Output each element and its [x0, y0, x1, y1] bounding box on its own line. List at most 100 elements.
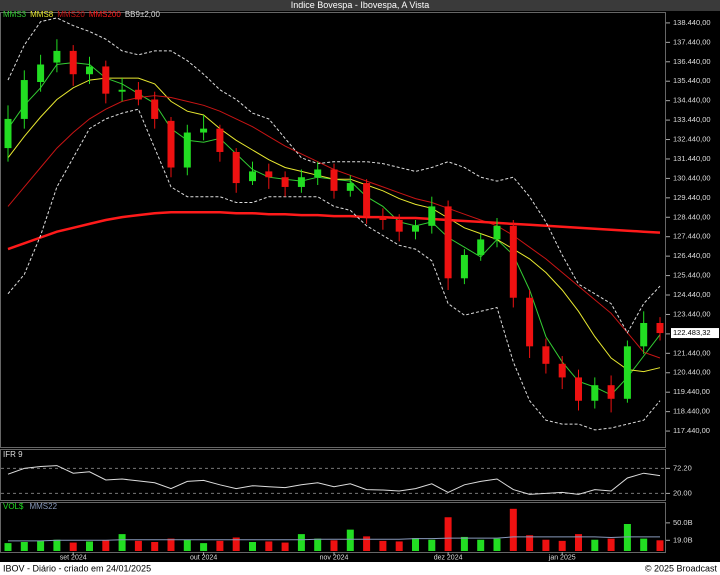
- volume-bar: [69, 542, 77, 551]
- volume-bar: [363, 536, 371, 551]
- footer-bar: [0, 562, 720, 575]
- y-tick-label: 137.440,00: [673, 37, 711, 46]
- ma-line: [7, 108, 661, 431]
- candle-body: [575, 377, 582, 401]
- volume-bar: [20, 542, 28, 551]
- volume-bar: [509, 508, 517, 551]
- candle-body: [134, 89, 142, 100]
- volume-bar: [477, 539, 485, 551]
- rsi-panel: [0, 449, 666, 501]
- y-tick-label: 129.440,00: [673, 193, 711, 202]
- y-tick-label: 128.440,00: [673, 212, 711, 221]
- candle-body: [265, 171, 273, 178]
- candle-body: [118, 89, 126, 92]
- volume-bar: [460, 536, 468, 551]
- candle-body: [395, 219, 403, 232]
- volume-bar: [118, 534, 126, 551]
- volume-bar: [428, 539, 436, 551]
- y-tick-label: 136.440,00: [673, 57, 711, 66]
- candle-body: [216, 128, 224, 152]
- chart-title: Indice Bovespa - Ibovespa, A Vista: [291, 0, 429, 10]
- legend-item: MMS200: [89, 10, 122, 19]
- background: [0, 0, 720, 562]
- volume-bar: [542, 539, 550, 551]
- last-price-tag: [671, 328, 719, 339]
- y-tick-label: 125.440,00: [673, 271, 711, 280]
- volume-bar: [183, 539, 191, 551]
- candle-body: [314, 169, 322, 178]
- y-tick-label: 138.440,00: [673, 18, 711, 27]
- volume-bar: [281, 542, 289, 551]
- volume-bar: [346, 529, 354, 551]
- volume-panel: [0, 502, 666, 553]
- candle-body: [493, 225, 501, 240]
- volume-bar: [526, 535, 534, 551]
- candle-body: [330, 169, 338, 191]
- y-tick-label: 120.440,00: [673, 368, 711, 377]
- footer-right: © 2025 Broadcast: [645, 563, 718, 573]
- candle-body: [102, 66, 110, 94]
- y-tick-label: 126.440,00: [673, 251, 711, 260]
- volume-bar: [575, 534, 582, 551]
- candle-body: [86, 66, 93, 75]
- candle-body: [346, 183, 354, 191]
- candle-body: [363, 183, 371, 217]
- legend-item: MMS3: [3, 10, 27, 19]
- ma-line: [7, 210, 661, 251]
- volume-bar: [297, 534, 305, 551]
- candle-body: [607, 385, 615, 399]
- volume-bar: [591, 539, 599, 551]
- volume-bar: [444, 517, 452, 551]
- volume-bar: [102, 540, 110, 551]
- y-tick-label: 134.440,00: [673, 96, 711, 105]
- volume-bar: [314, 538, 322, 551]
- candle-body: [200, 128, 208, 133]
- candle-body: [542, 346, 550, 364]
- last-price-label: 122.483,32: [673, 328, 711, 337]
- candle-body: [640, 323, 648, 347]
- candle-body: [558, 363, 566, 378]
- volume-bar: [607, 538, 615, 551]
- volume-bar: [640, 538, 648, 551]
- candle-body: [477, 239, 485, 255]
- candle-body: [53, 50, 61, 63]
- x-tick-label: set 2024: [60, 554, 87, 561]
- footer-left: IBOV - Diário - criado em 24/01/2025: [3, 563, 151, 573]
- x-tick-label: dez 2024: [434, 554, 463, 561]
- volume-bar: [4, 543, 12, 551]
- candle-body: [656, 323, 664, 334]
- volume-bar: [265, 541, 273, 551]
- candle-body: [379, 216, 387, 220]
- volume-bar: [200, 543, 208, 551]
- volume-bar: [151, 542, 159, 551]
- candle-body: [167, 120, 175, 168]
- volume-bar: [379, 540, 387, 551]
- volume-bar: [330, 540, 338, 551]
- candle-body: [297, 177, 305, 187]
- legend-item: MMS20: [57, 10, 85, 19]
- panel-title: IFR 9: [3, 450, 23, 459]
- y-tick-label: 50.0B: [673, 518, 693, 527]
- volume-bar: [623, 524, 631, 551]
- y-tick-label: 72.20: [673, 463, 692, 472]
- candle-body: [460, 254, 468, 279]
- candle-body: [526, 297, 534, 347]
- candle-body: [249, 171, 256, 182]
- volume-bar: [216, 540, 224, 551]
- volume-bar: [134, 540, 142, 551]
- candle-body: [509, 225, 517, 298]
- rsi-line: [7, 465, 661, 495]
- candle-body: [69, 50, 77, 75]
- candle-body: [4, 118, 12, 149]
- y-tick-label: 135.440,00: [673, 76, 711, 85]
- y-tick-label: 131.440,00: [673, 154, 711, 163]
- y-tick-label: 117.440,00: [673, 426, 710, 435]
- y-tick-label: 20.00: [673, 488, 692, 497]
- candle-body: [623, 346, 631, 399]
- y-tick-label: 130.440,00: [673, 173, 711, 182]
- candle-body: [428, 206, 436, 226]
- candle-body: [232, 151, 240, 184]
- candle-body: [151, 99, 159, 119]
- candle-body: [591, 385, 599, 401]
